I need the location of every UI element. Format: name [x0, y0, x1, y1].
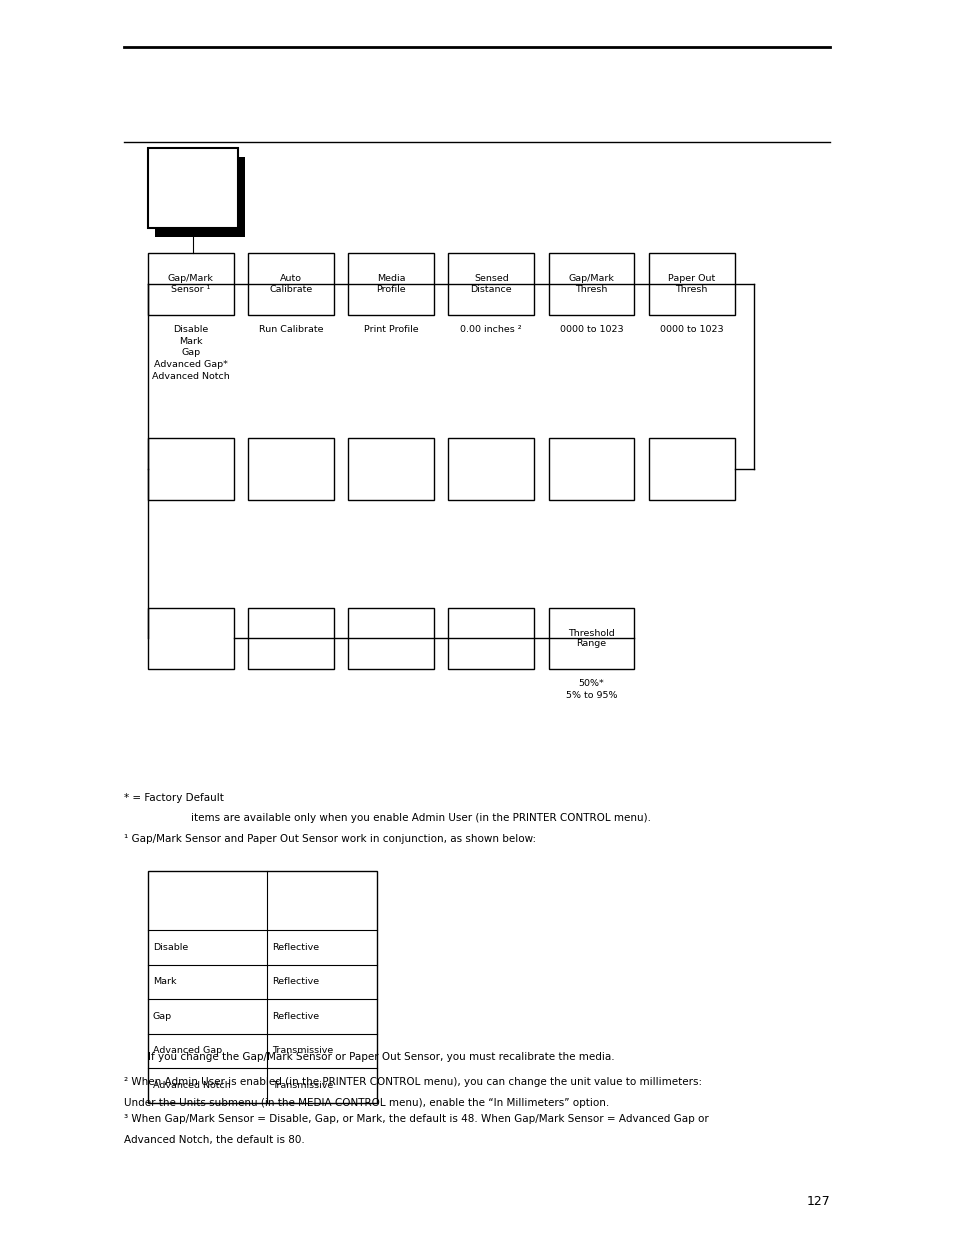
Text: ¹ Gap/Mark Sensor and Paper Out Sensor work in conjunction, as shown below:: ¹ Gap/Mark Sensor and Paper Out Sensor w… [124, 834, 536, 844]
Bar [148, 253, 233, 315]
Bar [348, 608, 434, 669]
Text: 0000 to 1023: 0000 to 1023 [659, 325, 722, 333]
Text: Print Profile: Print Profile [363, 325, 418, 333]
Text: Advanced Notch, the default is 80.: Advanced Notch, the default is 80. [124, 1135, 304, 1145]
Text: Paper Out
Thresh: Paper Out Thresh [667, 274, 715, 294]
Bar [148, 438, 233, 500]
Text: Gap: Gap [152, 1011, 172, 1021]
Text: Mark: Mark [152, 977, 176, 987]
Bar [448, 253, 534, 315]
Bar [154, 157, 245, 237]
Bar [648, 253, 734, 315]
Bar [148, 148, 238, 228]
Text: ³ When Gap/Mark Sensor = Disable, Gap, or Mark, the default is 48. When Gap/Mark: ³ When Gap/Mark Sensor = Disable, Gap, o… [124, 1114, 708, 1124]
Bar [248, 438, 334, 500]
Text: 50%*
5% to 95%: 50%* 5% to 95% [565, 679, 617, 700]
Text: Transmissive: Transmissive [272, 1046, 333, 1056]
Text: Reflective: Reflective [272, 977, 318, 987]
Text: Sensed
Distance: Sensed Distance [470, 274, 512, 294]
Text: Advanced Notch: Advanced Notch [152, 1081, 230, 1091]
Text: Disable
Mark
Gap
Advanced Gap*
Advanced Notch: Disable Mark Gap Advanced Gap* Advanced … [152, 325, 230, 382]
Text: Gap/Mark
Thresh: Gap/Mark Thresh [568, 274, 614, 294]
Text: Reflective: Reflective [272, 942, 318, 952]
Text: Under the Units submenu (in the MEDIA CONTROL menu), enable the “In Millimeters”: Under the Units submenu (in the MEDIA CO… [124, 1098, 609, 1108]
Bar [248, 608, 334, 669]
Text: 0000 to 1023: 0000 to 1023 [559, 325, 622, 333]
Text: If you change the Gap/Mark Sensor or Paper Out Sensor, you must recalibrate the : If you change the Gap/Mark Sensor or Pap… [148, 1052, 614, 1062]
Text: Media
Profile: Media Profile [375, 274, 406, 294]
Bar [348, 438, 434, 500]
Text: Run Calibrate: Run Calibrate [258, 325, 323, 333]
Bar [148, 871, 376, 1103]
Bar [548, 253, 634, 315]
Bar [248, 253, 334, 315]
Bar [148, 608, 233, 669]
Text: 0.00 inches ²: 0.00 inches ² [460, 325, 521, 333]
Bar [448, 438, 534, 500]
Text: Gap/Mark
Sensor ¹: Gap/Mark Sensor ¹ [168, 274, 213, 294]
Text: Auto
Calibrate: Auto Calibrate [269, 274, 313, 294]
Text: 127: 127 [805, 1194, 829, 1208]
Text: * = Factory Default: * = Factory Default [124, 793, 224, 803]
Text: Threshold
Range: Threshold Range [567, 629, 615, 648]
Text: items are available only when you enable Admin User (in the PRINTER CONTROL menu: items are available only when you enable… [191, 813, 650, 823]
Bar [548, 608, 634, 669]
Bar [648, 438, 734, 500]
Bar [548, 438, 634, 500]
Text: Reflective: Reflective [272, 1011, 318, 1021]
Text: Advanced Gap: Advanced Gap [152, 1046, 221, 1056]
Text: ² When Admin User is enabled (in the PRINTER CONTROL menu), you can change the u: ² When Admin User is enabled (in the PRI… [124, 1077, 701, 1087]
Bar [448, 608, 534, 669]
Text: Transmissive: Transmissive [272, 1081, 333, 1091]
Text: Disable: Disable [152, 942, 188, 952]
Bar [348, 253, 434, 315]
